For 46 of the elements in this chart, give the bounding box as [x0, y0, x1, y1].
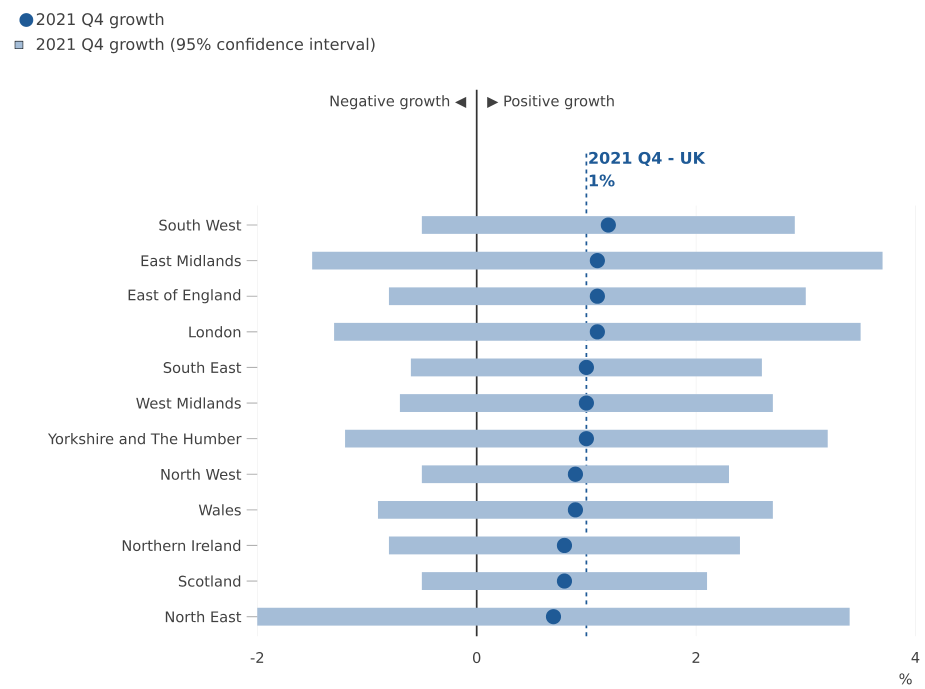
legend-label: 2021 Q4 growth: [36, 12, 164, 28]
point: [578, 395, 594, 411]
bar: [312, 252, 883, 270]
y-tick-label: Scotland: [178, 575, 240, 587]
point: [578, 430, 594, 446]
x-tick-label: -2: [250, 652, 264, 663]
ref-line-label: 2021 Q4 - UK 1%: [589, 152, 706, 186]
y-tick-label: East Midlands: [142, 254, 241, 266]
x-tick-label: 4: [912, 652, 920, 663]
y-tick-label: North East: [166, 610, 242, 622]
y-tick-label: South East: [164, 362, 242, 373]
bar: [257, 608, 850, 626]
point: [556, 538, 572, 553]
y-tick-label: Wales: [198, 504, 241, 516]
text: Negative growth ◀: [330, 94, 466, 110]
x-tick-label: 2: [692, 652, 700, 663]
bar: [400, 394, 773, 412]
y-tick-label: North West: [161, 468, 242, 480]
y-tick-label: London: [189, 326, 240, 338]
bar: [422, 572, 708, 590]
bar: [345, 430, 828, 448]
text: ▶ Positive growth: [487, 94, 614, 110]
bar: [422, 465, 729, 484]
point: [568, 502, 583, 518]
x-tick-label: 0: [473, 652, 480, 663]
bar: [378, 500, 773, 519]
bar: [334, 322, 861, 341]
legend-label: 2021 Q4 growth (95% confidence interval): [36, 38, 375, 54]
y-tick-label: West Midlands: [136, 397, 241, 409]
bar: [410, 358, 762, 376]
point: [590, 288, 605, 304]
point: [546, 608, 562, 624]
bar: [388, 536, 740, 554]
point: [590, 324, 605, 340]
y-tick-label: East of England: [128, 289, 240, 304]
y-tick-label: South West: [159, 219, 242, 231]
point: [600, 217, 616, 232]
bar: [388, 287, 806, 306]
point: [590, 252, 605, 268]
x-axis-title: %: [899, 673, 912, 684]
y-tick-label: Northern Ireland: [122, 540, 240, 552]
bar: [422, 216, 795, 234]
point: [578, 360, 594, 375]
y-tick-label: Yorkshire and The Humber: [48, 432, 242, 444]
point: [556, 573, 572, 589]
point: [568, 466, 583, 482]
